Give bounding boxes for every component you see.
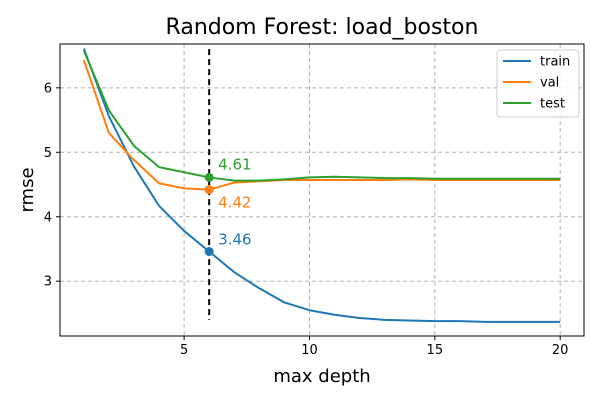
series-lines xyxy=(82,48,561,323)
y-tick-label: 6 xyxy=(44,81,52,96)
x-tick-label: 5 xyxy=(180,343,188,358)
point-marker-val xyxy=(204,185,214,195)
point-marker-train xyxy=(204,247,214,257)
point-marker-test xyxy=(204,172,214,182)
legend: train val test xyxy=(496,49,580,118)
chart-title: Random Forest: load_boston xyxy=(166,15,479,40)
series-line-train xyxy=(82,48,561,323)
annotations: 4.61 4.42 3.46 xyxy=(204,155,252,257)
plot-frame xyxy=(59,43,585,337)
legend-label-test: test xyxy=(540,97,565,112)
x-tick-label: 15 xyxy=(427,343,444,358)
annotation-label-train: 3.46 xyxy=(218,231,251,249)
x-tick-label: 10 xyxy=(301,343,318,358)
legend-box xyxy=(496,49,580,118)
axis-ticks: 5 10 15 20 3 4 5 6 xyxy=(44,81,569,358)
legend-label-train: train xyxy=(540,55,570,70)
series-line-test xyxy=(82,50,561,182)
y-tick-label: 3 xyxy=(44,275,52,290)
annotation-label-val: 4.42 xyxy=(218,194,251,212)
legend-label-val: val xyxy=(540,76,559,91)
series-line-val xyxy=(82,59,561,191)
y-axis-label: rmse xyxy=(17,167,38,212)
x-tick-label: 20 xyxy=(552,343,569,358)
grid-lines xyxy=(60,44,584,336)
annotation-label-test: 4.61 xyxy=(218,155,251,173)
y-tick-label: 5 xyxy=(44,146,52,161)
x-axis-label: max depth xyxy=(273,366,370,387)
y-tick-label: 4 xyxy=(44,210,52,225)
